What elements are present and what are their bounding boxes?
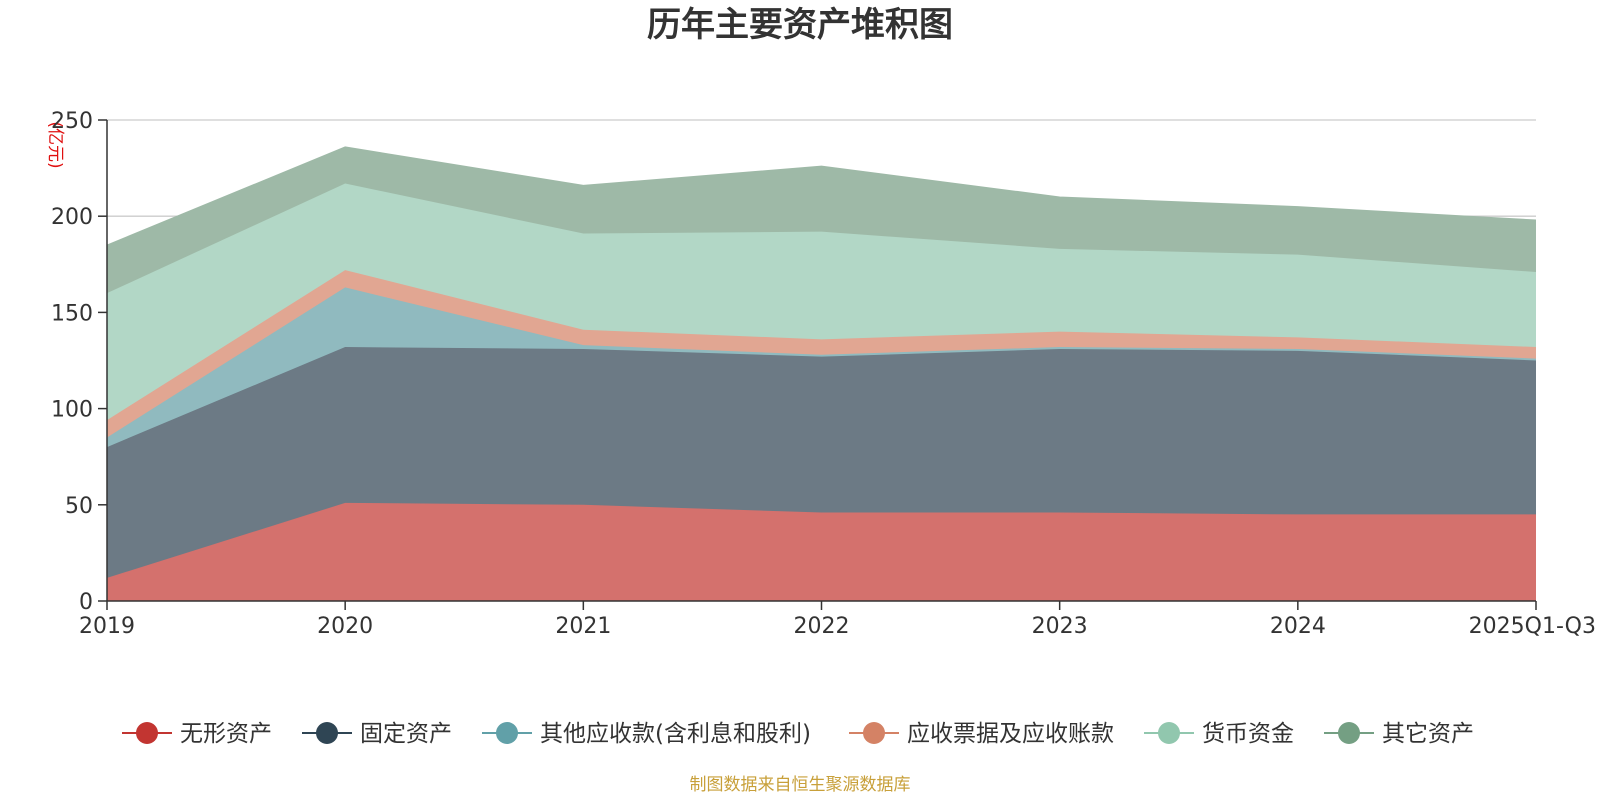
area-series-2 bbox=[107, 347, 1536, 578]
legend-circle-icon bbox=[1338, 722, 1360, 744]
area-series-5 bbox=[107, 183, 1536, 421]
x-tick-label: 2023 bbox=[1032, 614, 1088, 639]
legend-label: 其它资产 bbox=[1382, 721, 1474, 747]
area-series-3 bbox=[107, 287, 1536, 448]
x-tick-label: 2024 bbox=[1270, 614, 1326, 639]
x-tick-label: 2019 bbox=[79, 614, 135, 639]
y-tick-label: 50 bbox=[65, 494, 93, 519]
legend-item-1[interactable]: 无形资产 bbox=[122, 721, 272, 747]
legend-circle-icon bbox=[136, 722, 158, 744]
y-tick-label: 150 bbox=[51, 301, 93, 326]
area-series-layer bbox=[106, 146, 1537, 601]
y-tick-label: 250 bbox=[51, 109, 93, 134]
legend-label: 固定资产 bbox=[360, 721, 452, 747]
legend-item-4[interactable]: 应收票据及应收账款 bbox=[849, 721, 1114, 747]
legend-item-2[interactable]: 固定资产 bbox=[302, 721, 452, 747]
x-tick-label: 2022 bbox=[794, 614, 850, 639]
legend-label: 无形资产 bbox=[180, 721, 272, 747]
y-tick-label: 100 bbox=[51, 398, 93, 423]
legend-circle-icon bbox=[863, 722, 885, 744]
x-tick-label: 2021 bbox=[555, 614, 611, 639]
data-source-note: 制图数据来自恒生聚源数据库 bbox=[690, 775, 911, 795]
legend: 无形资产 固定资产 其他应收款(含利息和股利) 应收票据及应收账款 货币资金 其它资产 bbox=[122, 721, 1474, 747]
legend-label: 应收票据及应收账款 bbox=[907, 721, 1114, 747]
chart-title: 历年主要资产堆积图 bbox=[647, 5, 953, 45]
axes: 0 50 100 150 200 250 2019 2020 2021 2022 2023 2024 2… bbox=[51, 109, 1596, 639]
area-series-4 bbox=[107, 270, 1536, 438]
area-series-6 bbox=[107, 146, 1536, 294]
legend-item-3[interactable]: 其他应收款(含利息和股利) bbox=[482, 721, 811, 747]
legend-label: 货币资金 bbox=[1202, 721, 1294, 747]
x-tick-label: 2020 bbox=[317, 614, 373, 639]
legend-circle-icon bbox=[1158, 722, 1180, 744]
legend-item-6[interactable]: 其它资产 bbox=[1324, 721, 1474, 747]
legend-circle-icon bbox=[316, 722, 338, 744]
x-tick-label: 2025Q1-Q3 bbox=[1469, 614, 1596, 639]
y-tick-label: 0 bbox=[79, 590, 93, 615]
area-series-edge-6 bbox=[106, 146, 1537, 246]
area-series-1 bbox=[107, 502, 1536, 601]
legend-circle-icon bbox=[496, 722, 518, 744]
legend-item-5[interactable]: 货币资金 bbox=[1144, 721, 1294, 747]
y-tick-label: 200 bbox=[51, 205, 93, 230]
y-axis-unit: (亿元) bbox=[45, 121, 65, 168]
legend-label: 其他应收款(含利息和股利) bbox=[540, 721, 811, 747]
